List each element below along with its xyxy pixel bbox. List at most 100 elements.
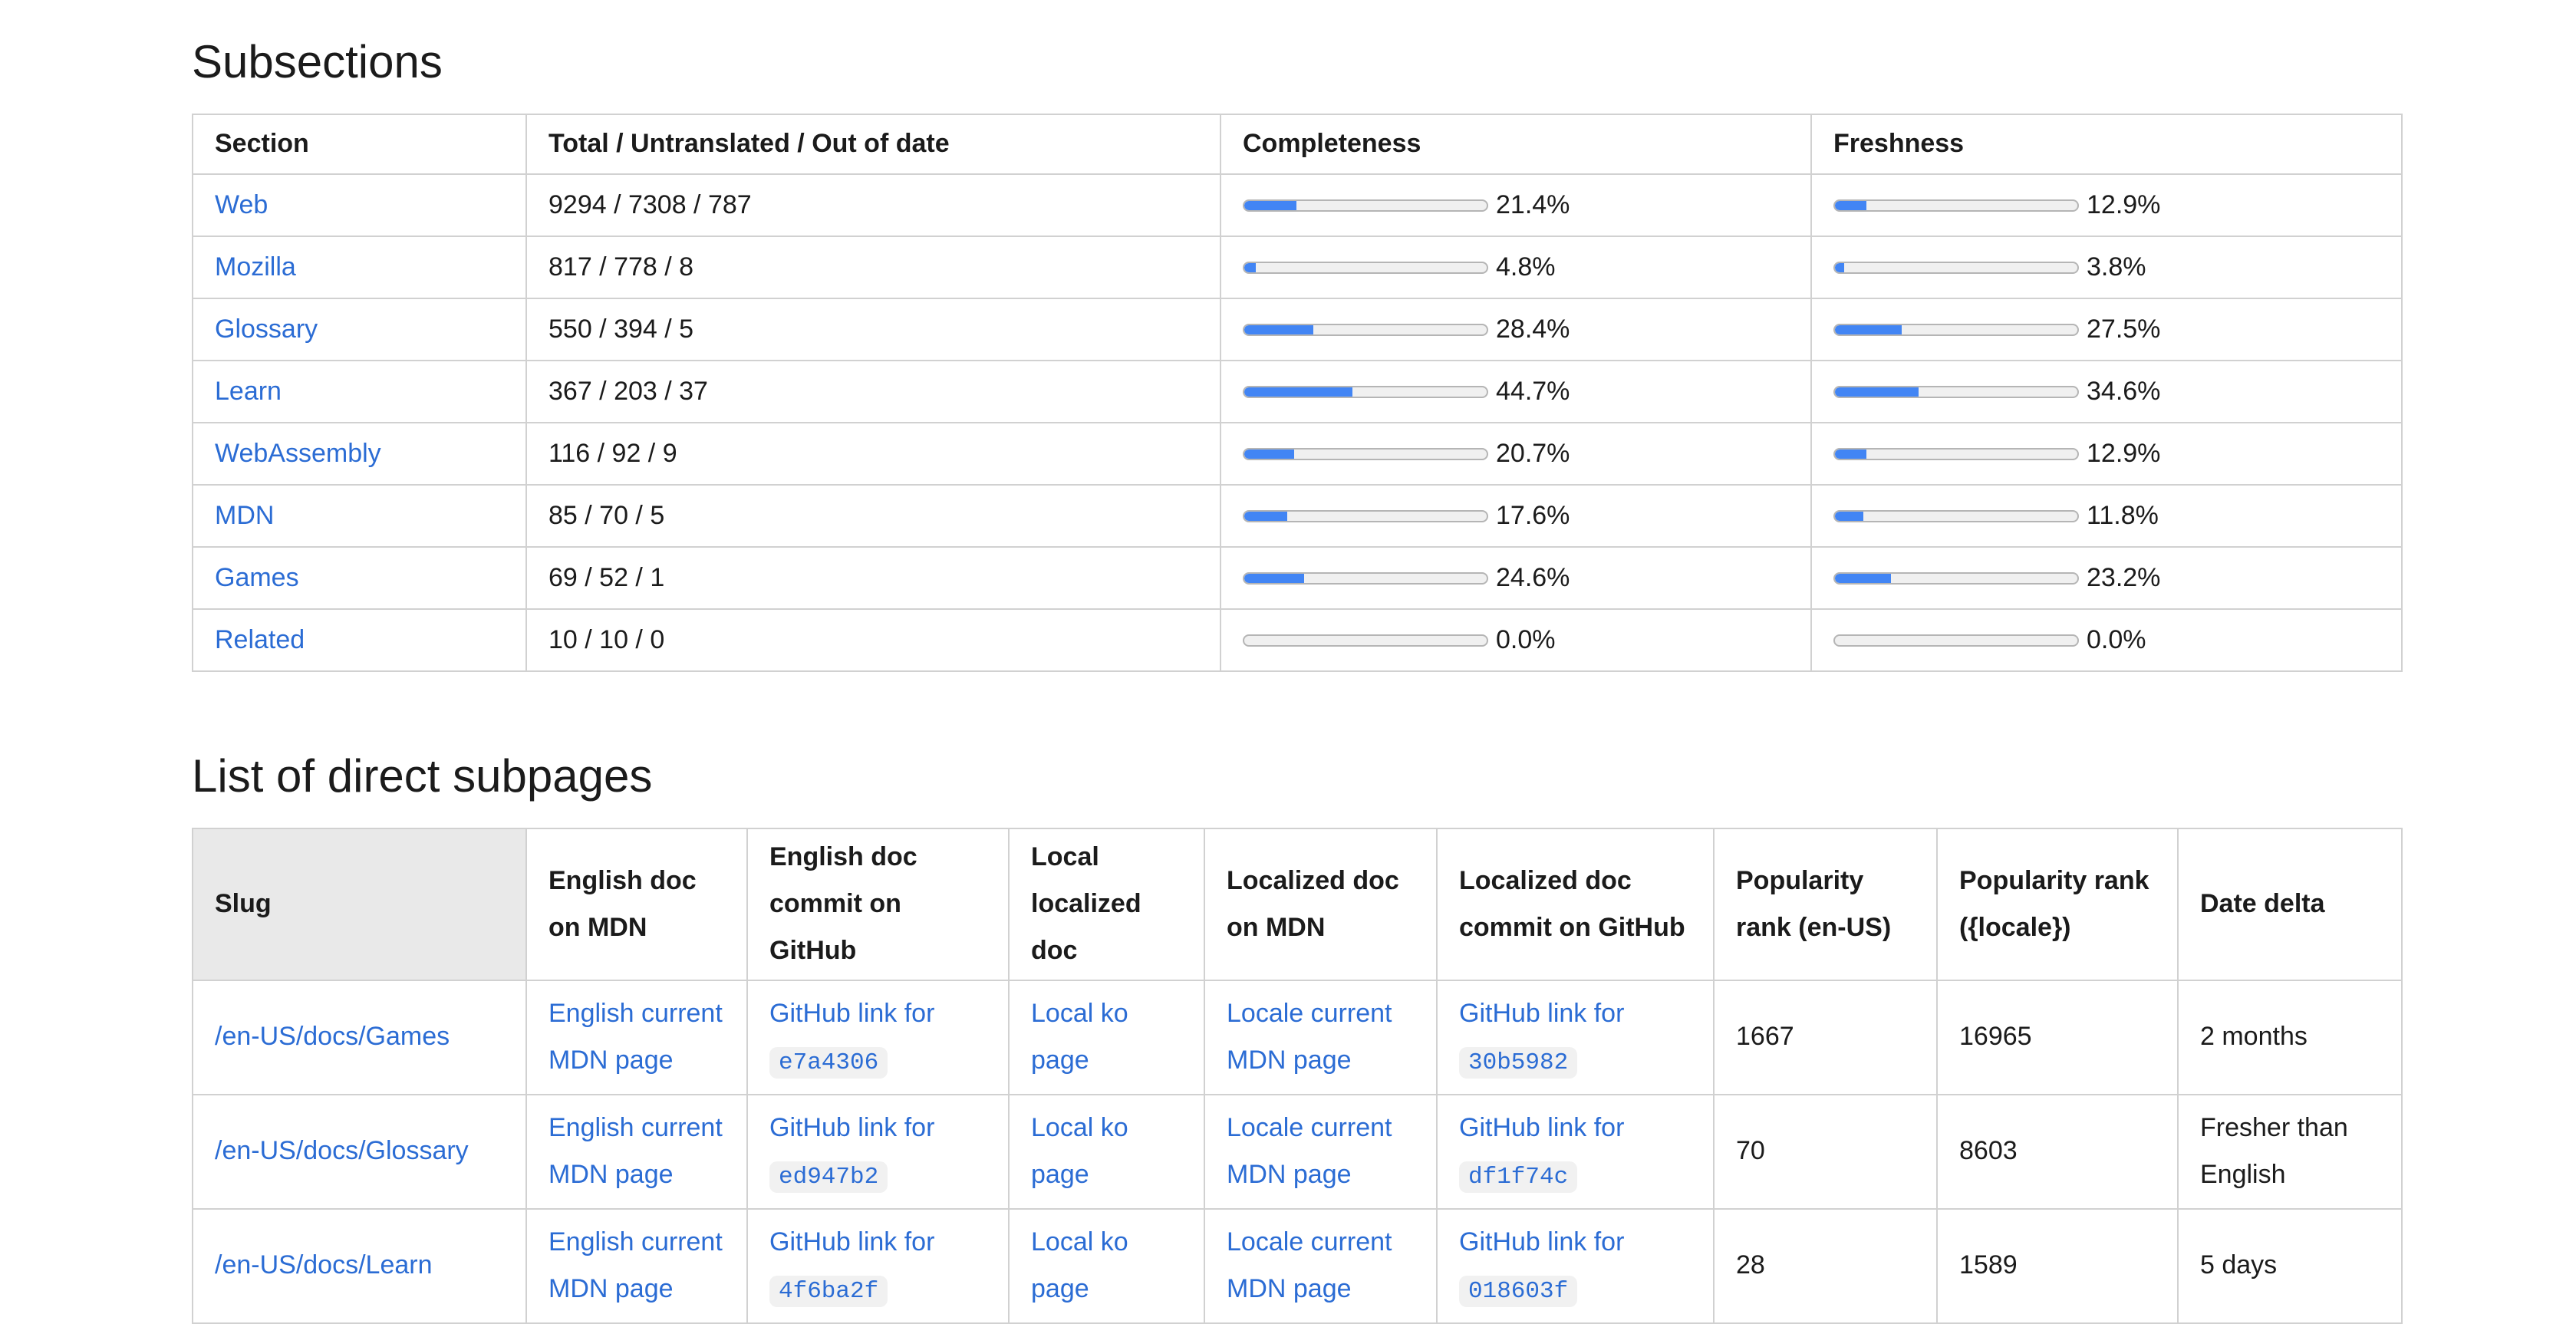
localized-commit-link[interactable]: GitHub link for 018603f: [1459, 1227, 1624, 1307]
section-cell: Games: [192, 546, 527, 610]
section-link[interactable]: Related: [215, 624, 305, 654]
commit-hash-code: 018603f: [1459, 1275, 1578, 1307]
freshness-meter-row: 12.9%: [1833, 430, 2380, 477]
localized-doc-cell: Locale current MDN page: [1204, 1207, 1438, 1324]
subpages-column-header: Popularity rank ({locale}): [1936, 828, 2179, 981]
section-cell: Learn: [192, 360, 527, 423]
table-row: Web 9294 / 7308 / 787 21.4% 12.9%: [192, 173, 2403, 237]
completeness-meter-row: 4.8%: [1243, 244, 1789, 291]
english-commit-cell: GitHub link for e7a4306: [746, 979, 1010, 1095]
freshness-percent-label: 12.9%: [2087, 438, 2161, 468]
freshness-cell: 34.6%: [1810, 360, 2403, 423]
date-delta-cell: 2 months: [2177, 979, 2403, 1095]
english-doc-cell: English current MDN page: [525, 979, 748, 1095]
subpages-column-header: English doc commit on GitHub: [746, 828, 1010, 981]
completeness-progress-bar: [1243, 509, 1488, 522]
section-link[interactable]: MDN: [215, 500, 275, 530]
section-cell: Glossary: [192, 298, 527, 361]
freshness-cell: 11.8%: [1810, 484, 2403, 548]
section-cell: Related: [192, 608, 527, 672]
counts-cell: 550 / 394 / 5: [525, 298, 1221, 361]
local-doc-cell: Local ko page: [1008, 1093, 1205, 1210]
completeness-meter-row: 17.6%: [1243, 492, 1789, 539]
completeness-progress-fill: [1244, 511, 1287, 521]
subpages-column-header: Popularity rank (en-US): [1713, 828, 1938, 981]
completeness-meter-row: 20.7%: [1243, 430, 1789, 477]
localized-commit-cell: GitHub link for 30b5982: [1436, 979, 1715, 1095]
table-row: Glossary 550 / 394 / 5 28.4% 27.5%: [192, 298, 2403, 361]
freshness-progress-bar: [1833, 634, 2079, 647]
table-row: Related 10 / 10 / 0 0.0% 0.0%: [192, 608, 2403, 672]
section-link[interactable]: Mozilla: [215, 252, 296, 282]
completeness-cell: 20.7%: [1220, 422, 1812, 486]
section-link[interactable]: WebAssembly: [215, 438, 381, 468]
table-row: /en-US/docs/Games English current MDN pag…: [192, 979, 2403, 1095]
commit-hash-code: ed947b2: [769, 1161, 888, 1193]
freshness-progress-bar: [1833, 323, 2079, 336]
counts-cell: 10 / 10 / 0: [525, 608, 1221, 672]
local-doc-cell: Local ko page: [1008, 1207, 1205, 1324]
completeness-progress-bar: [1243, 199, 1488, 212]
completeness-progress-bar: [1243, 571, 1488, 585]
english-commit-link[interactable]: GitHub link for 4f6ba2f: [769, 1227, 934, 1307]
english-doc-link[interactable]: English current MDN page: [548, 1227, 723, 1304]
english-doc-link[interactable]: English current MDN page: [548, 998, 723, 1075]
localized-commit-link[interactable]: GitHub link for df1f74c: [1459, 1113, 1624, 1193]
completeness-progress-fill: [1244, 573, 1304, 583]
english-commit-link[interactable]: GitHub link for ed947b2: [769, 1113, 934, 1193]
freshness-meter-row: 3.8%: [1833, 244, 2380, 291]
freshness-percent-label: 11.8%: [2087, 500, 2159, 530]
slug-link[interactable]: /en-US/docs/Games: [215, 1022, 450, 1052]
slug-link[interactable]: /en-US/docs/Learn: [215, 1250, 433, 1280]
localized-doc-link[interactable]: Locale current MDN page: [1227, 1112, 1392, 1190]
popularity-rank-locale-cell: 8603: [1936, 1093, 2179, 1210]
table-row: WebAssembly 116 / 92 / 9 20.7% 12.9%: [192, 422, 2403, 486]
slug-link[interactable]: /en-US/docs/Glossary: [215, 1136, 469, 1166]
localized-commit-link[interactable]: GitHub link for 30b5982: [1459, 999, 1624, 1079]
freshness-progress-fill: [1835, 200, 1866, 210]
subsections-header-row: Section Total / Untranslated / Out of dat…: [192, 114, 2403, 175]
commit-hash-code: 30b5982: [1459, 1046, 1578, 1079]
freshness-cell: 23.2%: [1810, 546, 2403, 610]
completeness-cell: 28.4%: [1220, 298, 1812, 361]
counts-cell: 9294 / 7308 / 787: [525, 173, 1221, 237]
local-doc-link[interactable]: Local ko page: [1031, 1227, 1128, 1304]
section-link[interactable]: Glossary: [215, 314, 318, 344]
date-delta-cell: Fresher than English: [2177, 1093, 2403, 1210]
section-cell: MDN: [192, 484, 527, 548]
subpages-table: Slug English doc on MDN English doc commit…: [192, 828, 2403, 1324]
popularity-rank-en-us-cell: 28: [1713, 1207, 1938, 1324]
commit-hash-code: df1f74c: [1459, 1161, 1578, 1193]
popularity-rank-locale-cell: 16965: [1936, 979, 2179, 1095]
slug-cell: /en-US/docs/Games: [192, 979, 527, 1095]
freshness-cell: 27.5%: [1810, 298, 2403, 361]
local-doc-link[interactable]: Local ko page: [1031, 1112, 1128, 1190]
subpages-column-header: Localized doc commit on GitHub: [1436, 828, 1715, 981]
english-doc-cell: English current MDN page: [525, 1207, 748, 1324]
freshness-meter-row: 11.8%: [1833, 492, 2380, 539]
section-link[interactable]: Web: [215, 189, 268, 219]
local-doc-link[interactable]: Local ko page: [1031, 998, 1128, 1075]
freshness-percent-label: 23.2%: [2087, 562, 2161, 592]
localized-doc-link[interactable]: Locale current MDN page: [1227, 1227, 1392, 1304]
completeness-meter-row: 28.4%: [1243, 306, 1789, 353]
table-row: Learn 367 / 203 / 37 44.7% 34.6%: [192, 360, 2403, 423]
completeness-percent-label: 20.7%: [1496, 438, 1570, 468]
table-row: Mozilla 817 / 778 / 8 4.8% 3.8%: [192, 235, 2403, 299]
completeness-cell: 17.6%: [1220, 484, 1812, 548]
commit-hash-code: 4f6ba2f: [769, 1275, 888, 1307]
english-commit-link[interactable]: GitHub link for e7a4306: [769, 999, 934, 1079]
table-row: /en-US/docs/Learn English current MDN pag…: [192, 1207, 2403, 1324]
section-link[interactable]: Games: [215, 562, 299, 592]
freshness-progress-bar: [1833, 571, 2079, 585]
completeness-cell: 24.6%: [1220, 546, 1812, 610]
freshness-progress-fill: [1835, 573, 1892, 583]
freshness-cell: 0.0%: [1810, 608, 2403, 672]
freshness-percent-label: 34.6%: [2087, 376, 2161, 406]
subsections-column-header: Total / Untranslated / Out of date: [525, 114, 1221, 175]
subpages-column-header: Slug: [192, 828, 527, 981]
english-doc-link[interactable]: English current MDN page: [548, 1112, 723, 1190]
subpages-column-header: English doc on MDN: [525, 828, 748, 981]
localized-doc-link[interactable]: Locale current MDN page: [1227, 998, 1392, 1075]
section-link[interactable]: Learn: [215, 376, 282, 406]
